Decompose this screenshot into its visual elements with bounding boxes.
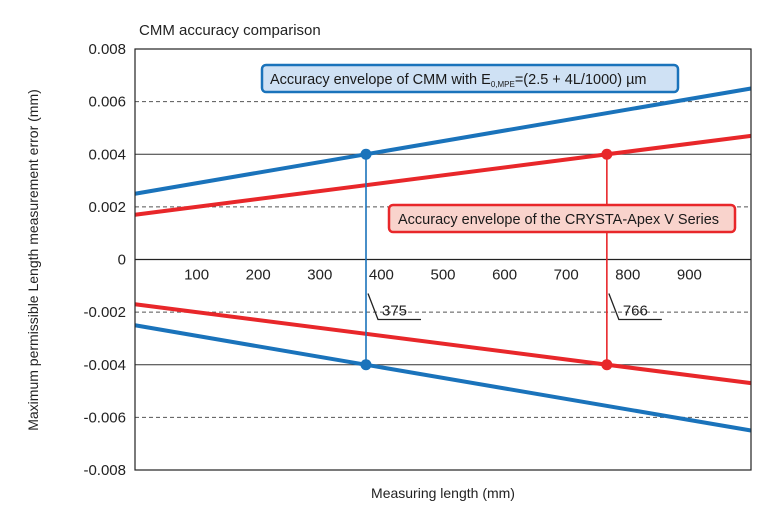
legend-box-crysta — [387, 203, 737, 234]
x-tick-label: 300 — [307, 267, 332, 284]
marker-point-upper-375 — [360, 148, 372, 160]
legends-layer: Accuracy envelope of CMM with E0,MPE=(2.… — [260, 63, 737, 234]
legend-label-cmm: Accuracy envelope of CMM with E0,MPE=(2.… — [270, 72, 647, 89]
marker-point-upper-766 — [601, 148, 613, 160]
y-tick-label: -0.008 — [83, 462, 126, 479]
series-line-crysta-upper — [134, 133, 752, 217]
x-tick-label: 100 — [184, 267, 209, 284]
callout-label: 766 — [623, 303, 648, 320]
series-line-crysta-lower — [134, 302, 752, 386]
markers-layer: 375 766 — [360, 148, 662, 371]
x-axis-ticks: 100 200 300 400 500 600 700 800 900 — [184, 267, 702, 284]
y-tick-label: 0.006 — [88, 94, 126, 111]
callout-leader-766 — [608, 293, 662, 321]
y-tick-label: -0.006 — [83, 409, 126, 426]
x-tick-label: 600 — [492, 267, 517, 284]
series-line-cmm-upper — [134, 86, 752, 196]
x-axis-label: Measuring length (mm) — [371, 485, 515, 501]
x-tick-label: 500 — [430, 267, 455, 284]
chart-title: CMM accuracy comparison — [139, 22, 321, 39]
y-tick-label: 0.004 — [88, 146, 126, 163]
plot-frame — [134, 48, 752, 471]
callout-label: 375 — [382, 303, 407, 320]
marker-point-lower-375 — [360, 359, 372, 371]
y-tick-label: -0.002 — [83, 304, 126, 321]
legend-box-cmm — [260, 63, 680, 94]
y-axis-ticks: 0.008 0.006 0.004 0.002 0 -0.002 -0.004 -0.006 -… — [83, 41, 126, 479]
marker-point-lower-766 — [601, 359, 613, 371]
y-tick-label: 0.002 — [88, 199, 126, 216]
callout-leader-375 — [367, 293, 421, 321]
x-tick-label: 900 — [677, 267, 702, 284]
x-tick-label: 400 — [369, 267, 394, 284]
y-tick-label: -0.004 — [83, 357, 126, 374]
x-tick-label: 800 — [615, 267, 640, 284]
x-tick-label: 200 — [246, 267, 271, 284]
y-tick-label: 0 — [118, 252, 126, 269]
y-axis-label: Maximum permissible Length measurement e… — [25, 89, 41, 431]
series-line-cmm-lower — [134, 323, 752, 433]
y-tick-label: 0.008 — [88, 41, 126, 58]
x-tick-label: 700 — [554, 267, 579, 284]
series-layer — [134, 86, 752, 433]
legend-label-crysta: Accuracy envelope of the CRYSTA-Apex V S… — [398, 212, 719, 228]
